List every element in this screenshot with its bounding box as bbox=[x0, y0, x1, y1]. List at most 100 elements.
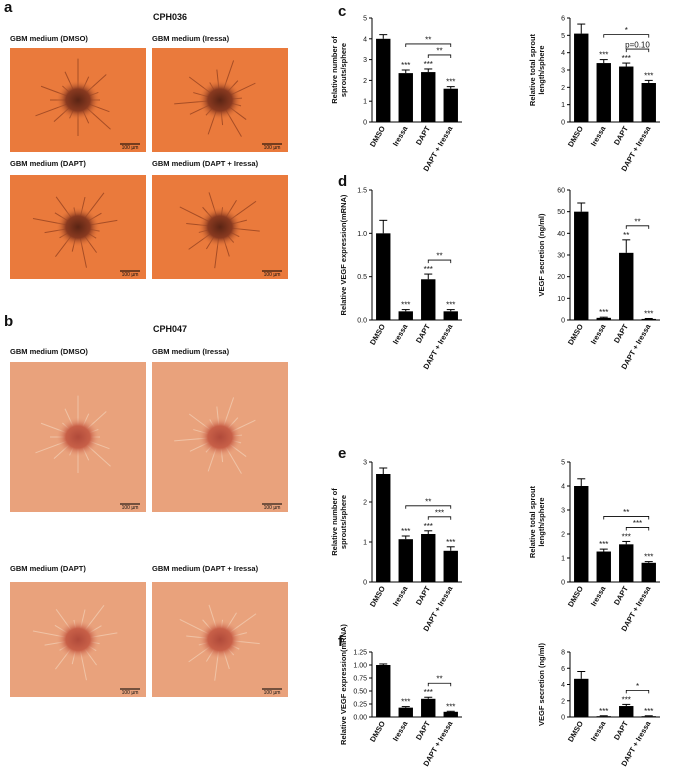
y-axis-label: VEGF secretion (ng/ml) bbox=[537, 213, 546, 296]
bar bbox=[398, 311, 413, 320]
y-axis-label: Relative total sprout bbox=[528, 33, 537, 106]
significance-bracket bbox=[625, 690, 650, 694]
significance-stars: *** bbox=[424, 265, 433, 274]
y-tick-label: 1 bbox=[561, 556, 565, 563]
bar bbox=[641, 318, 656, 320]
significance-stars: *** bbox=[424, 522, 433, 531]
y-tick-label: 4 bbox=[561, 484, 565, 491]
significance-bracket bbox=[625, 225, 650, 229]
bar bbox=[641, 716, 656, 717]
significance-stars: ** bbox=[623, 231, 629, 240]
y-tick-label: 0.00 bbox=[353, 715, 367, 722]
significance-stars: *** bbox=[599, 707, 608, 716]
y-tick-label: 1.00 bbox=[353, 663, 367, 670]
significance-stars: *** bbox=[622, 532, 631, 541]
y-axis-label: Relative number of bbox=[330, 488, 339, 556]
scale-label: 100 µm bbox=[122, 272, 139, 278]
significance-bracket bbox=[603, 34, 650, 38]
x-tick-label: DAPT bbox=[612, 584, 630, 607]
y-tick-label: 6 bbox=[561, 16, 565, 23]
y-tick-label: 2 bbox=[363, 500, 367, 507]
y-tick-label: 0 bbox=[561, 580, 565, 587]
spheroid bbox=[56, 80, 100, 120]
bar bbox=[619, 706, 634, 717]
bar bbox=[443, 711, 458, 717]
bracket-label: ** bbox=[425, 35, 431, 44]
bracket-label: * bbox=[625, 26, 628, 35]
bar bbox=[421, 279, 436, 320]
y-tick-label: 1 bbox=[561, 102, 565, 109]
x-tick-label: DMSO bbox=[368, 124, 387, 148]
x-tick-label: Iressa bbox=[589, 584, 608, 608]
bar bbox=[641, 562, 656, 582]
bracket-label: * bbox=[636, 682, 639, 691]
bar bbox=[596, 551, 611, 582]
significance-stars: *** bbox=[446, 78, 455, 87]
bar bbox=[398, 707, 413, 717]
y-tick-label: 0 bbox=[363, 120, 367, 127]
bracket-label: ** bbox=[436, 675, 442, 684]
y-tick-label: 20 bbox=[557, 274, 565, 281]
y-axis-label: sprouts/sphere bbox=[339, 495, 348, 549]
panel-letter: e bbox=[338, 445, 346, 462]
spheroid bbox=[56, 619, 100, 660]
x-tick-label: Iressa bbox=[391, 719, 410, 743]
bracket-label: ** bbox=[623, 508, 629, 517]
x-tick-label: DAPT bbox=[612, 719, 630, 742]
y-tick-label: 0 bbox=[363, 580, 367, 587]
spheroid bbox=[56, 207, 100, 247]
bar bbox=[574, 33, 589, 122]
bar bbox=[376, 38, 391, 122]
bracket-label: ** bbox=[436, 252, 442, 261]
x-tick-label: DMSO bbox=[368, 719, 387, 743]
panel-letter: a bbox=[4, 0, 13, 16]
y-tick-label: 0 bbox=[561, 715, 565, 722]
bar bbox=[421, 72, 436, 122]
significance-stars: *** bbox=[644, 309, 653, 318]
y-axis-label: Relative VEGF expression(mRNA) bbox=[339, 624, 348, 745]
bar bbox=[443, 88, 458, 122]
bar bbox=[596, 317, 611, 320]
y-tick-label: 3 bbox=[363, 57, 367, 64]
x-tick-label: Iressa bbox=[391, 584, 410, 608]
image-caption: GBM medium (DAPT + Iressa) bbox=[152, 564, 259, 573]
x-tick-label: Iressa bbox=[589, 124, 608, 148]
y-tick-label: 1.25 bbox=[353, 650, 367, 657]
y-axis-label: Relative number of bbox=[330, 36, 339, 104]
significance-bracket bbox=[427, 54, 452, 58]
bar bbox=[376, 665, 391, 717]
image-caption: GBM medium (DAPT) bbox=[10, 564, 86, 573]
y-tick-label: 5 bbox=[561, 33, 565, 40]
spheroid bbox=[198, 619, 242, 660]
bracket-label: ** bbox=[634, 217, 640, 226]
x-tick-label: DMSO bbox=[566, 124, 585, 148]
y-tick-label: 0.25 bbox=[353, 702, 367, 709]
x-tick-label: DMSO bbox=[368, 322, 387, 346]
significance-stars: *** bbox=[401, 301, 410, 310]
bar bbox=[574, 211, 589, 320]
bar bbox=[619, 252, 634, 320]
y-axis-label: VEGF secretion (ng/ml) bbox=[537, 643, 546, 726]
significance-stars: *** bbox=[446, 538, 455, 547]
scale-label: 100 µm bbox=[264, 145, 281, 151]
image-caption: GBM medium (DMSO) bbox=[10, 347, 88, 356]
bar bbox=[619, 66, 634, 122]
panel-letter: b bbox=[4, 313, 13, 330]
bracket-label: ** bbox=[425, 497, 431, 506]
scale-label: 100 µm bbox=[122, 690, 139, 696]
x-tick-label: Iressa bbox=[391, 124, 410, 148]
y-tick-label: 30 bbox=[557, 253, 565, 260]
significance-bracket bbox=[427, 682, 452, 687]
y-tick-label: 60 bbox=[557, 188, 565, 195]
image-caption: GBM medium (DAPT) bbox=[10, 159, 86, 168]
y-tick-label: 10 bbox=[557, 296, 565, 303]
y-tick-label: 4 bbox=[561, 50, 565, 57]
bracket-label: p=0.10 bbox=[625, 41, 650, 50]
x-tick-label: Iressa bbox=[589, 719, 608, 743]
y-tick-label: 6 bbox=[561, 666, 565, 673]
significance-stars: *** bbox=[446, 702, 455, 711]
y-axis-label: sprouts/sphere bbox=[339, 43, 348, 97]
bar bbox=[641, 83, 656, 122]
x-tick-label: DMSO bbox=[566, 322, 585, 346]
